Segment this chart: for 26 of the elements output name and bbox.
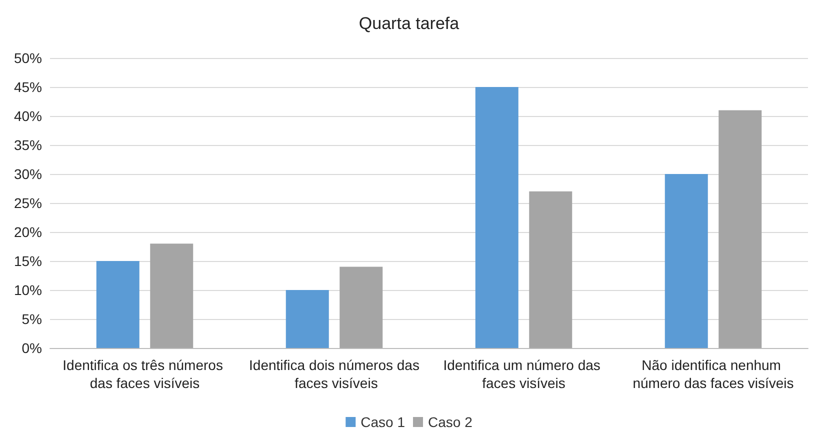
x-tick-label: Identifica um número das faces visíveis xyxy=(443,357,604,391)
y-tick-label: 10% xyxy=(14,282,42,298)
x-tick-label: Identifica os três números das faces visíveis xyxy=(62,357,227,391)
bar xyxy=(96,261,140,348)
bar xyxy=(150,244,194,348)
y-tick-label: 15% xyxy=(14,253,42,269)
y-tick-label: 35% xyxy=(14,137,42,153)
y-tick-label: 50% xyxy=(14,50,42,66)
y-tick-label: 0% xyxy=(22,340,42,356)
chart-title: Quarta tarefa xyxy=(358,14,460,33)
x-tick-label: Não identifica nenhum número das faces visíveis xyxy=(632,357,794,391)
x-tick-label: Identifica dois números das faces visíveis xyxy=(249,357,420,391)
y-tick-label: 40% xyxy=(14,108,42,124)
y-tick-label: 25% xyxy=(14,195,42,211)
y-tick-label: 5% xyxy=(22,311,42,327)
bar xyxy=(475,87,518,348)
y-tick-label: 30% xyxy=(14,166,42,182)
legend-label: Caso 2 xyxy=(428,414,473,430)
bar xyxy=(340,266,383,348)
y-tick-label: 20% xyxy=(14,224,42,240)
y-tick-label: 45% xyxy=(14,79,42,95)
bar xyxy=(664,174,708,348)
bar xyxy=(718,110,762,348)
bar xyxy=(286,290,329,348)
bar xyxy=(529,191,572,348)
legend-label: Caso 1 xyxy=(360,414,406,430)
